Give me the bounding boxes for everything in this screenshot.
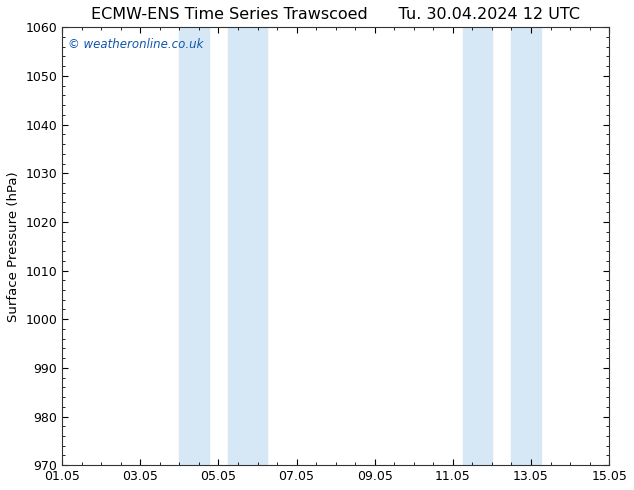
Y-axis label: Surface Pressure (hPa): Surface Pressure (hPa) [7, 171, 20, 321]
Bar [512, 27, 541, 465]
Text: © weatheronline.co.uk: © weatheronline.co.uk [68, 38, 203, 51]
Bar [228, 27, 268, 465]
Title: ECMW-ENS Time Series Trawscoed      Tu. 30.04.2024 12 UTC: ECMW-ENS Time Series Trawscoed Tu. 30.04… [91, 7, 580, 22]
Bar [463, 27, 492, 465]
Bar [179, 27, 209, 465]
